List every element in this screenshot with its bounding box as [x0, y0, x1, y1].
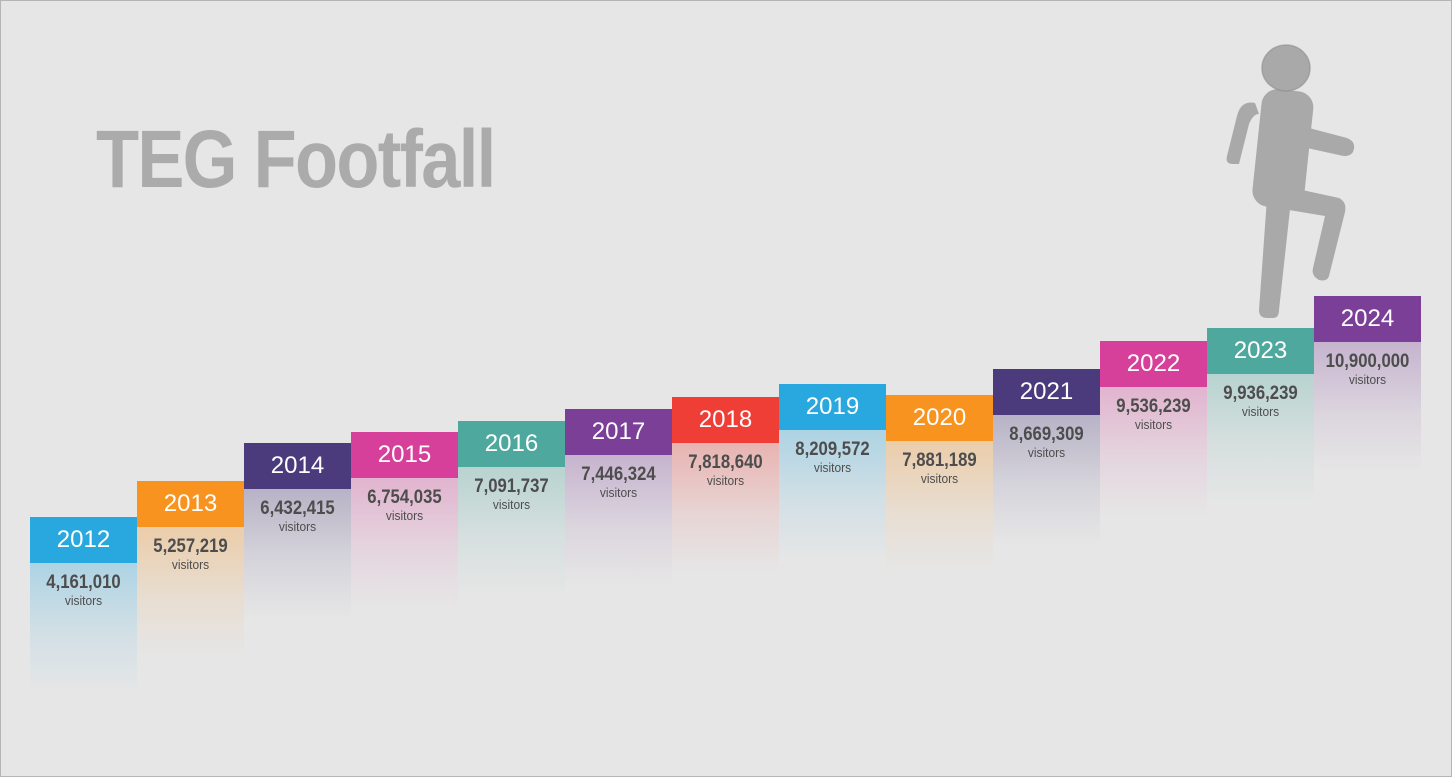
stair-step-2019: 2019 8,209,572 visitors: [779, 384, 886, 564]
visitor-count: 7,818,640: [688, 452, 763, 473]
stair-step-2015: 2015 6,754,035 visitors: [351, 432, 458, 612]
stair-step-2020: 2020 7,881,189 visitors: [886, 395, 993, 575]
year-label: 2024: [1314, 296, 1421, 342]
visitor-count: 7,881,189: [902, 450, 977, 471]
visitor-count: 8,669,309: [1009, 424, 1084, 445]
visitors-unit: visitors: [385, 508, 424, 523]
visitor-count: 6,432,415: [260, 498, 335, 519]
year-label: 2013: [137, 481, 244, 527]
step-riser: [672, 443, 779, 573]
step-riser: [1100, 387, 1207, 517]
step-riser: [351, 478, 458, 608]
visitor-count: 8,209,572: [795, 439, 870, 460]
visitors-unit: visitors: [492, 497, 531, 512]
visitors-unit: visitors: [1241, 404, 1280, 419]
visitor-count: 7,091,737: [474, 476, 549, 497]
visitors-unit: visitors: [706, 473, 745, 488]
visitor-count: 9,936,239: [1223, 383, 1298, 404]
visitor-count: 10,900,000: [1325, 351, 1410, 372]
visitors-unit: visitors: [1134, 417, 1173, 432]
step-riser: [1314, 342, 1421, 472]
step-riser: [137, 527, 244, 657]
stair-step-2023: 2023 9,936,239 visitors: [1207, 328, 1314, 508]
visitor-count: 4,161,010: [46, 572, 121, 593]
stair-step-2016: 2016 7,091,737 visitors: [458, 421, 565, 601]
visitors-unit: visitors: [1027, 445, 1066, 460]
visitors-unit: visitors: [171, 557, 210, 572]
year-label: 2018: [672, 397, 779, 443]
year-label: 2019: [779, 384, 886, 430]
visitors-unit: visitors: [813, 460, 852, 475]
walking-person-icon: [1226, 44, 1355, 318]
chart-title: TEG Footfall: [96, 114, 496, 205]
visitors-unit: visitors: [920, 471, 959, 486]
visitor-count: 7,446,324: [581, 464, 656, 485]
step-riser: [1207, 374, 1314, 504]
year-label: 2012: [30, 517, 137, 563]
step-riser: [458, 467, 565, 597]
step-riser: [779, 430, 886, 560]
visitor-count: 9,536,239: [1116, 396, 1191, 417]
visitor-count: 6,754,035: [367, 487, 442, 508]
year-label: 2023: [1207, 328, 1314, 374]
step-riser: [993, 415, 1100, 545]
stair-step-2012: 2012 4,161,010 visitors: [30, 517, 137, 697]
step-riser: [244, 489, 351, 619]
year-label: 2022: [1100, 341, 1207, 387]
year-label: 2016: [458, 421, 565, 467]
visitors-unit: visitors: [64, 593, 103, 608]
stair-step-2014: 2014 6,432,415 visitors: [244, 443, 351, 623]
step-riser: [886, 441, 993, 571]
stair-step-2013: 2013 5,257,219 visitors: [137, 481, 244, 661]
step-riser: [565, 455, 672, 585]
visitor-count: 5,257,219: [153, 536, 228, 557]
year-label: 2021: [993, 369, 1100, 415]
stair-step-2021: 2021 8,669,309 visitors: [993, 369, 1100, 549]
visitors-unit: visitors: [599, 485, 638, 500]
stair-step-2022: 2022 9,536,239 visitors: [1100, 341, 1207, 521]
year-label: 2017: [565, 409, 672, 455]
stair-step-2018: 2018 7,818,640 visitors: [672, 397, 779, 577]
year-label: 2015: [351, 432, 458, 478]
step-riser: [30, 563, 137, 693]
stair-step-2024: 2024 10,900,000 visitors: [1314, 296, 1421, 476]
stair-step-2017: 2017 7,446,324 visitors: [565, 409, 672, 589]
year-label: 2020: [886, 395, 993, 441]
year-label: 2014: [244, 443, 351, 489]
visitors-unit: visitors: [278, 519, 317, 534]
visitors-unit: visitors: [1348, 372, 1387, 387]
